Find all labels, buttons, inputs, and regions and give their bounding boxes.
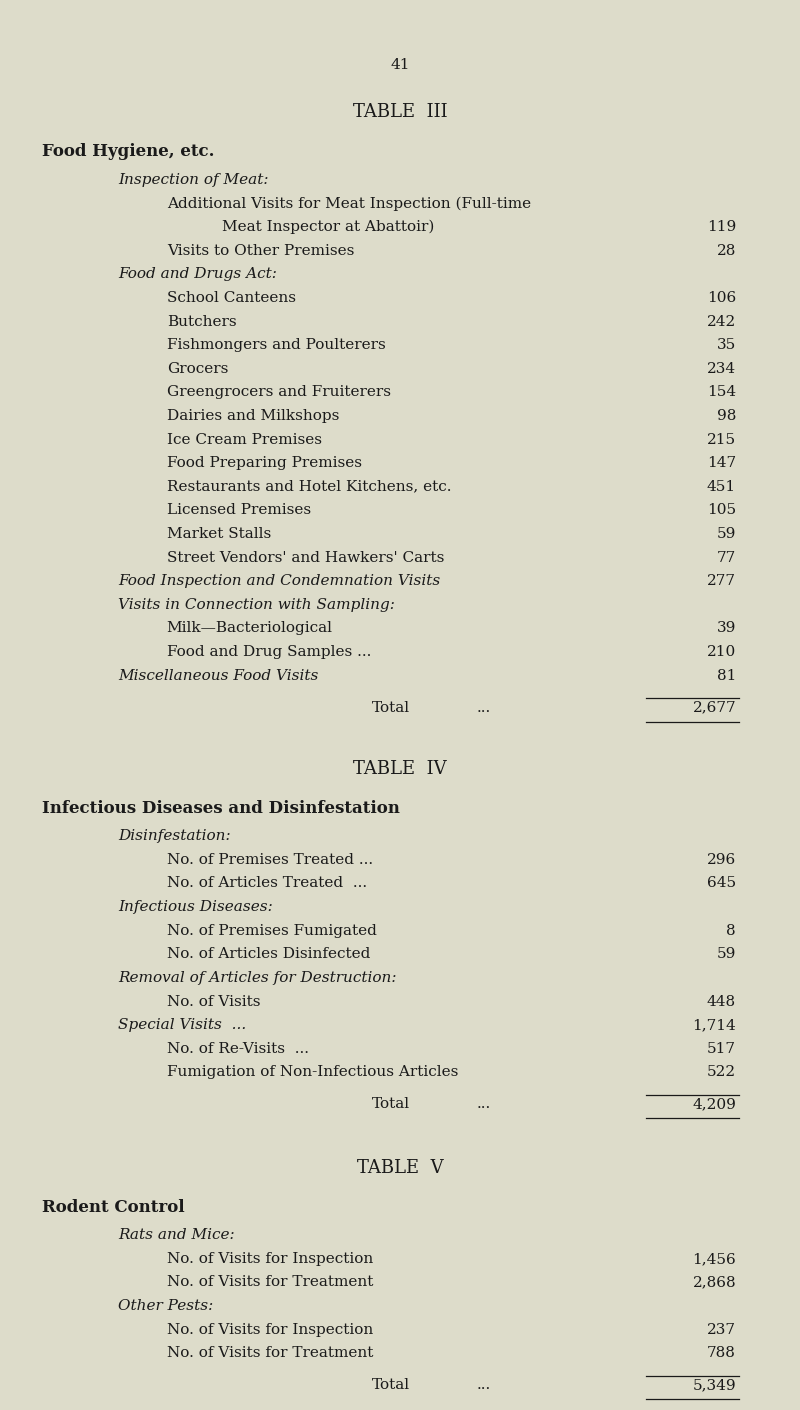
Text: 788: 788 xyxy=(707,1347,736,1361)
Text: 210: 210 xyxy=(707,644,736,658)
Text: 28: 28 xyxy=(717,244,736,258)
Text: 277: 277 xyxy=(707,574,736,588)
Text: 59: 59 xyxy=(717,948,736,962)
Text: Meat Inspector at Abattoir): Meat Inspector at Abattoir) xyxy=(222,220,434,234)
Text: Dairies and Milkshops: Dairies and Milkshops xyxy=(166,409,339,423)
Text: Market Stalls: Market Stalls xyxy=(166,527,271,541)
Text: 41: 41 xyxy=(390,58,410,72)
Text: No. of Visits for Treatment: No. of Visits for Treatment xyxy=(166,1347,373,1361)
Text: 154: 154 xyxy=(707,385,736,399)
Text: Other Pests:: Other Pests: xyxy=(118,1299,214,1313)
Text: 1,456: 1,456 xyxy=(692,1252,736,1266)
Text: ...: ... xyxy=(476,1378,490,1392)
Text: 147: 147 xyxy=(707,457,736,470)
Text: Special Visits  ...: Special Visits ... xyxy=(118,1018,246,1032)
Text: Restaurants and Hotel Kitchens, etc.: Restaurants and Hotel Kitchens, etc. xyxy=(166,479,451,493)
Text: TABLE  V: TABLE V xyxy=(357,1159,443,1176)
Text: TABLE  IV: TABLE IV xyxy=(353,760,447,777)
Text: 451: 451 xyxy=(707,479,736,493)
Text: 105: 105 xyxy=(707,503,736,517)
Text: TABLE  III: TABLE III xyxy=(353,103,447,121)
Text: Food and Drugs Act:: Food and Drugs Act: xyxy=(118,268,277,281)
Text: Rats and Mice:: Rats and Mice: xyxy=(118,1228,234,1242)
Text: No. of Re-Visits  ...: No. of Re-Visits ... xyxy=(166,1042,309,1056)
Text: Butchers: Butchers xyxy=(166,314,236,329)
Text: 517: 517 xyxy=(707,1042,736,1056)
Text: No. of Visits for Inspection: No. of Visits for Inspection xyxy=(166,1323,373,1337)
Text: 234: 234 xyxy=(707,362,736,375)
Text: No. of Articles Disinfected: No. of Articles Disinfected xyxy=(166,948,370,962)
Text: 522: 522 xyxy=(707,1066,736,1079)
Text: Additional Visits for Meat Inspection (Full-time: Additional Visits for Meat Inspection (F… xyxy=(166,196,530,211)
Text: Removal of Articles for Destruction:: Removal of Articles for Destruction: xyxy=(118,971,397,986)
Text: 5,349: 5,349 xyxy=(693,1378,736,1392)
Text: 215: 215 xyxy=(707,433,736,447)
Text: ...: ... xyxy=(476,701,490,715)
Text: 296: 296 xyxy=(707,853,736,867)
Text: Street Vendors' and Hawkers' Carts: Street Vendors' and Hawkers' Carts xyxy=(166,551,444,564)
Text: No. of Articles Treated  ...: No. of Articles Treated ... xyxy=(166,877,366,891)
Text: Visits to Other Premises: Visits to Other Premises xyxy=(166,244,354,258)
Text: Rodent Control: Rodent Control xyxy=(42,1198,184,1215)
Text: Licensed Premises: Licensed Premises xyxy=(166,503,310,517)
Text: 2,677: 2,677 xyxy=(693,701,736,715)
Text: 59: 59 xyxy=(717,527,736,541)
Text: Total: Total xyxy=(372,1378,410,1392)
Text: Fumigation of Non-Infectious Articles: Fumigation of Non-Infectious Articles xyxy=(166,1066,458,1079)
Text: 1,714: 1,714 xyxy=(692,1018,736,1032)
Text: ...: ... xyxy=(476,1097,490,1111)
Text: Disinfestation:: Disinfestation: xyxy=(118,829,230,843)
Text: Visits in Connection with Sampling:: Visits in Connection with Sampling: xyxy=(118,598,395,612)
Text: Food Preparing Premises: Food Preparing Premises xyxy=(166,457,362,470)
Text: Miscellaneous Food Visits: Miscellaneous Food Visits xyxy=(118,668,318,682)
Text: 106: 106 xyxy=(707,290,736,305)
Text: Infectious Diseases and Disinfestation: Infectious Diseases and Disinfestation xyxy=(42,799,399,816)
Text: 35: 35 xyxy=(717,338,736,352)
Text: Inspection of Meat:: Inspection of Meat: xyxy=(118,173,269,188)
Text: No. of Premises Treated ...: No. of Premises Treated ... xyxy=(166,853,373,867)
Text: 237: 237 xyxy=(707,1323,736,1337)
Text: 77: 77 xyxy=(717,551,736,564)
Text: 2,868: 2,868 xyxy=(693,1276,736,1290)
Text: 98: 98 xyxy=(717,409,736,423)
Text: 8: 8 xyxy=(726,924,736,938)
Text: Food Inspection and Condemnation Visits: Food Inspection and Condemnation Visits xyxy=(118,574,440,588)
Text: 119: 119 xyxy=(707,220,736,234)
Text: No. of Visits for Treatment: No. of Visits for Treatment xyxy=(166,1276,373,1290)
Text: 39: 39 xyxy=(717,622,736,636)
Text: 81: 81 xyxy=(717,668,736,682)
Text: Total: Total xyxy=(372,701,410,715)
Text: Milk—Bacteriological: Milk—Bacteriological xyxy=(166,622,333,636)
Text: 242: 242 xyxy=(707,314,736,329)
Text: Infectious Diseases:: Infectious Diseases: xyxy=(118,900,273,914)
Text: Food and Drug Samples ...: Food and Drug Samples ... xyxy=(166,644,371,658)
Text: No. of Premises Fumigated: No. of Premises Fumigated xyxy=(166,924,377,938)
Text: 645: 645 xyxy=(707,877,736,891)
Text: School Canteens: School Canteens xyxy=(166,290,296,305)
Text: Total: Total xyxy=(372,1097,410,1111)
Text: Fishmongers and Poulterers: Fishmongers and Poulterers xyxy=(166,338,386,352)
Text: No. of Visits: No. of Visits xyxy=(166,994,260,1008)
Text: 448: 448 xyxy=(707,994,736,1008)
Text: Food Hygiene, etc.: Food Hygiene, etc. xyxy=(42,144,214,161)
Text: No. of Visits for Inspection: No. of Visits for Inspection xyxy=(166,1252,373,1266)
Text: Grocers: Grocers xyxy=(166,362,228,375)
Text: Ice Cream Premises: Ice Cream Premises xyxy=(166,433,322,447)
Text: 4,209: 4,209 xyxy=(692,1097,736,1111)
Text: Greengrocers and Fruiterers: Greengrocers and Fruiterers xyxy=(166,385,390,399)
